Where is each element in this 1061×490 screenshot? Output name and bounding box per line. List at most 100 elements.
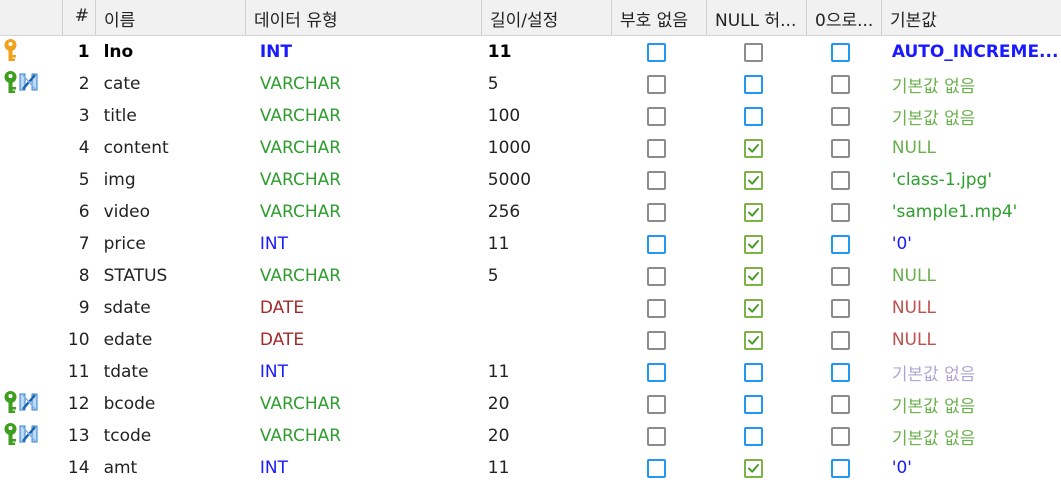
length-value[interactable]: 5000 [487, 170, 532, 190]
data-type[interactable]: VARCHAR [259, 202, 342, 222]
column-name[interactable]: content [103, 138, 169, 158]
unsigned-checkbox[interactable] [646, 330, 666, 350]
allow-null-checkbox[interactable] [743, 426, 763, 446]
default-value[interactable]: 기본값 없음 [891, 108, 976, 129]
allow-null-checkbox[interactable] [743, 394, 763, 414]
column-name[interactable]: bcode [103, 394, 156, 414]
unsigned-checkbox[interactable] [646, 458, 666, 478]
column-name[interactable]: edate [103, 330, 153, 350]
unsigned-checkbox[interactable] [646, 394, 666, 414]
zerofill-checkbox[interactable] [831, 170, 850, 190]
length-value[interactable]: 256 [487, 202, 521, 222]
allow-null-checkbox[interactable] [743, 330, 763, 350]
length-value[interactable]: 20 [487, 426, 510, 446]
table-row[interactable]: 7 price INT 11 '0' [0, 228, 1061, 260]
zerofill-checkbox[interactable] [831, 394, 850, 414]
table-row[interactable]: 12 bcode VARCHAR 20 기본값 없음 [0, 388, 1061, 420]
header-num[interactable]: # [63, 0, 96, 35]
default-value[interactable]: NULL [891, 330, 936, 350]
length-value[interactable]: 100 [487, 106, 521, 126]
default-value[interactable]: 기본값 없음 [891, 76, 976, 97]
allow-null-checkbox[interactable] [743, 298, 763, 318]
table-row[interactable]: 6 video VARCHAR 256 'sample1.mp4' [0, 196, 1061, 228]
length-value[interactable]: 11 [487, 234, 510, 254]
unsigned-checkbox[interactable] [646, 298, 666, 318]
header-type[interactable]: 데이터 유형 [246, 0, 482, 35]
data-type[interactable]: VARCHAR [259, 266, 342, 286]
length-value[interactable]: 5 [487, 74, 499, 94]
zerofill-checkbox[interactable] [831, 106, 850, 126]
allow-null-checkbox[interactable] [743, 42, 763, 62]
table-row[interactable]: 2 cate VARCHAR 5 기본값 없음 [0, 68, 1061, 100]
table-row[interactable]: 11 tdate INT 11 기본값 없음 [0, 356, 1061, 388]
unsigned-checkbox[interactable] [646, 202, 666, 222]
length-value[interactable]: 5 [487, 266, 499, 286]
unsigned-checkbox[interactable] [646, 42, 666, 62]
length-value[interactable]: 20 [487, 394, 510, 414]
zerofill-checkbox[interactable] [831, 330, 850, 350]
unsigned-checkbox[interactable] [646, 170, 666, 190]
allow-null-checkbox[interactable] [743, 266, 763, 286]
default-value[interactable]: AUTO_INCREME... [891, 42, 1059, 62]
default-value[interactable]: NULL [891, 138, 936, 158]
table-row[interactable]: 8 STATUS VARCHAR 5 NULL [0, 260, 1061, 292]
data-type[interactable]: INT [259, 362, 288, 382]
allow-null-checkbox[interactable] [743, 234, 763, 254]
table-row[interactable]: 10 edate DATE NULL [0, 324, 1061, 356]
table-row[interactable]: 14 amt INT 11 '0' [0, 452, 1061, 484]
header-unsigned[interactable]: 부호 없음 [612, 0, 707, 35]
unsigned-checkbox[interactable] [646, 426, 666, 446]
length-value[interactable]: 11 [487, 362, 510, 382]
zerofill-checkbox[interactable] [831, 42, 850, 62]
table-row[interactable]: 4 content VARCHAR 1000 NULL [0, 132, 1061, 164]
length-value[interactable]: 11 [487, 458, 510, 478]
header-allow-null[interactable]: NULL 허... [707, 0, 807, 35]
column-name[interactable]: img [103, 170, 136, 190]
table-row[interactable]: 3 title VARCHAR 100 기본값 없음 [0, 100, 1061, 132]
zerofill-checkbox[interactable] [831, 138, 850, 158]
header-name[interactable]: 이름 [96, 0, 246, 35]
table-row[interactable]: 5 img VARCHAR 5000 'class-1.jpg' [0, 164, 1061, 196]
length-value[interactable]: 11 [487, 42, 512, 62]
default-value[interactable]: 'sample1.mp4' [891, 202, 1018, 222]
data-type[interactable]: VARCHAR [259, 74, 342, 94]
table-row[interactable]: 9 sdate DATE NULL [0, 292, 1061, 324]
default-value[interactable]: '0' [891, 234, 912, 254]
column-name[interactable]: STATUS [103, 266, 168, 286]
table-row[interactable]: 13 tcode VARCHAR 20 기본값 없음 [0, 420, 1061, 452]
header-default[interactable]: 기본값 [890, 11, 937, 31]
column-name[interactable]: title [103, 106, 137, 126]
data-type[interactable]: VARCHAR [259, 426, 342, 446]
zerofill-checkbox[interactable] [831, 458, 850, 478]
zerofill-checkbox[interactable] [831, 298, 850, 318]
data-type[interactable]: DATE [259, 330, 305, 350]
column-name[interactable]: sdate [103, 298, 151, 318]
default-value[interactable]: 기본값 없음 [891, 364, 976, 385]
data-type[interactable]: INT [259, 458, 288, 478]
data-type[interactable]: VARCHAR [259, 170, 342, 190]
column-name[interactable]: lno [103, 42, 134, 62]
zerofill-checkbox[interactable] [831, 426, 850, 446]
default-value[interactable]: NULL [891, 266, 936, 286]
header-length[interactable]: 길이/설정 [482, 0, 612, 35]
default-value[interactable]: 기본값 없음 [891, 428, 976, 449]
header-zerofill[interactable]: 0으로... [807, 0, 882, 35]
zerofill-checkbox[interactable] [831, 266, 850, 286]
default-value[interactable]: NULL [891, 298, 936, 318]
column-name[interactable]: tcode [103, 426, 152, 446]
column-name[interactable]: price [103, 234, 146, 254]
default-value[interactable]: 기본값 없음 [891, 396, 976, 417]
allow-null-checkbox[interactable] [743, 138, 763, 158]
zerofill-checkbox[interactable] [831, 234, 850, 254]
unsigned-checkbox[interactable] [646, 106, 666, 126]
data-type[interactable]: DATE [259, 298, 305, 318]
data-type[interactable]: VARCHAR [259, 138, 342, 158]
column-name[interactable]: video [103, 202, 150, 222]
allow-null-checkbox[interactable] [743, 458, 763, 478]
column-name[interactable]: amt [103, 458, 138, 478]
column-name[interactable]: cate [103, 74, 141, 94]
unsigned-checkbox[interactable] [646, 74, 666, 94]
unsigned-checkbox[interactable] [646, 138, 666, 158]
column-name[interactable]: tdate [103, 362, 149, 382]
default-value[interactable]: '0' [891, 458, 912, 478]
